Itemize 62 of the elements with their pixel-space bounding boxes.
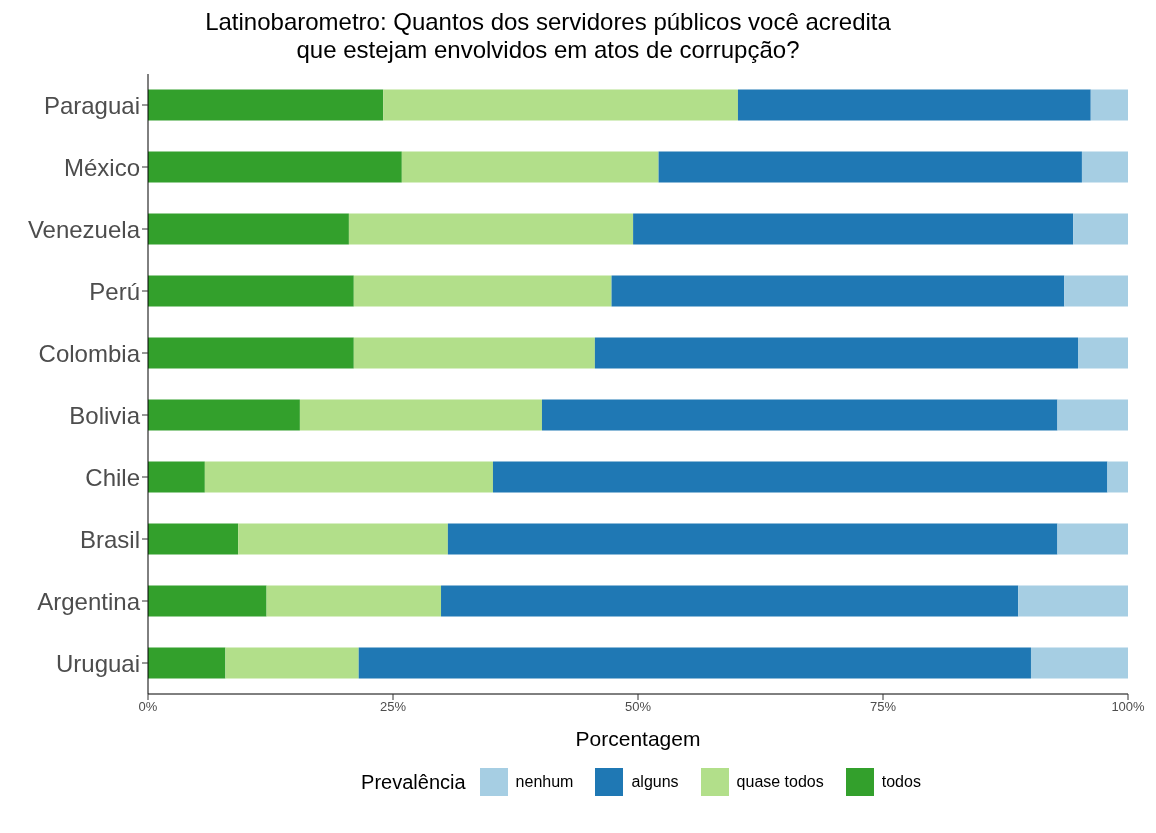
- bar: [353, 337, 595, 369]
- bar: [1064, 275, 1128, 307]
- bar: [148, 151, 402, 183]
- bar: [348, 213, 634, 245]
- bar: [1078, 337, 1128, 369]
- bar: [658, 151, 1082, 183]
- legend-label: nenhum: [514, 772, 574, 792]
- bar: [299, 399, 542, 431]
- y-tick-label: Argentina: [37, 587, 141, 615]
- bar: [148, 89, 384, 121]
- bar: [594, 337, 1079, 369]
- bar: [1018, 585, 1128, 617]
- bar: [204, 461, 493, 493]
- bar: [225, 647, 359, 679]
- bar: [441, 585, 1019, 617]
- y-tick-label: Perú: [89, 277, 140, 305]
- bar: [611, 275, 1065, 307]
- bar: [148, 585, 267, 617]
- bar: [492, 461, 1108, 493]
- bar: [266, 585, 442, 617]
- bar: [148, 647, 226, 679]
- y-tick-label: Chile: [85, 463, 140, 491]
- bar: [1057, 399, 1128, 431]
- bar: [1090, 89, 1128, 121]
- y-tick-label: Paraguai: [43, 91, 140, 119]
- x-axis-title: Porcentagem: [575, 727, 701, 750]
- y-tick-label: Brasil: [79, 525, 140, 553]
- x-tick-label: 25%: [379, 699, 407, 715]
- bar: [1057, 523, 1128, 555]
- bar: [383, 89, 738, 121]
- legend-label: quase todos: [735, 772, 824, 792]
- y-tick-label: Uruguai: [55, 649, 140, 677]
- bar: [358, 647, 1031, 679]
- bar: [148, 337, 354, 369]
- legend-label: alguns: [630, 772, 679, 792]
- bar: [1081, 151, 1128, 183]
- bar: [447, 523, 1058, 555]
- x-tick-label: 100%: [1111, 699, 1146, 715]
- y-tick-label: Colombia: [38, 339, 141, 367]
- y-tick-label: Bolivia: [69, 401, 141, 429]
- chart-title: Latinobarometro: Quantos dos servidores públicos você acredita que estejam envolvidos em atos de corrupção?: [204, 8, 892, 64]
- x-tick-label: 0%: [138, 699, 158, 715]
- bar: [148, 399, 300, 431]
- bar: [1030, 647, 1128, 679]
- bar: [1107, 461, 1128, 493]
- bar: [353, 275, 612, 307]
- x-tick-label: 75%: [869, 699, 897, 715]
- bar: [148, 275, 354, 307]
- bar: [148, 461, 205, 493]
- legend-label: todos: [880, 772, 921, 792]
- bar: [737, 89, 1091, 121]
- bar: [148, 213, 349, 245]
- bar: [238, 523, 448, 555]
- y-tick-label: Venezuela: [27, 215, 141, 243]
- bar: [1073, 213, 1128, 245]
- bar: [633, 213, 1074, 245]
- legend-title: Prevalência: [361, 770, 466, 794]
- bar: [148, 523, 239, 555]
- bar: [541, 399, 1058, 431]
- bar: [401, 151, 659, 183]
- y-tick-label: México: [63, 153, 140, 181]
- x-tick-label: 50%: [624, 699, 652, 715]
